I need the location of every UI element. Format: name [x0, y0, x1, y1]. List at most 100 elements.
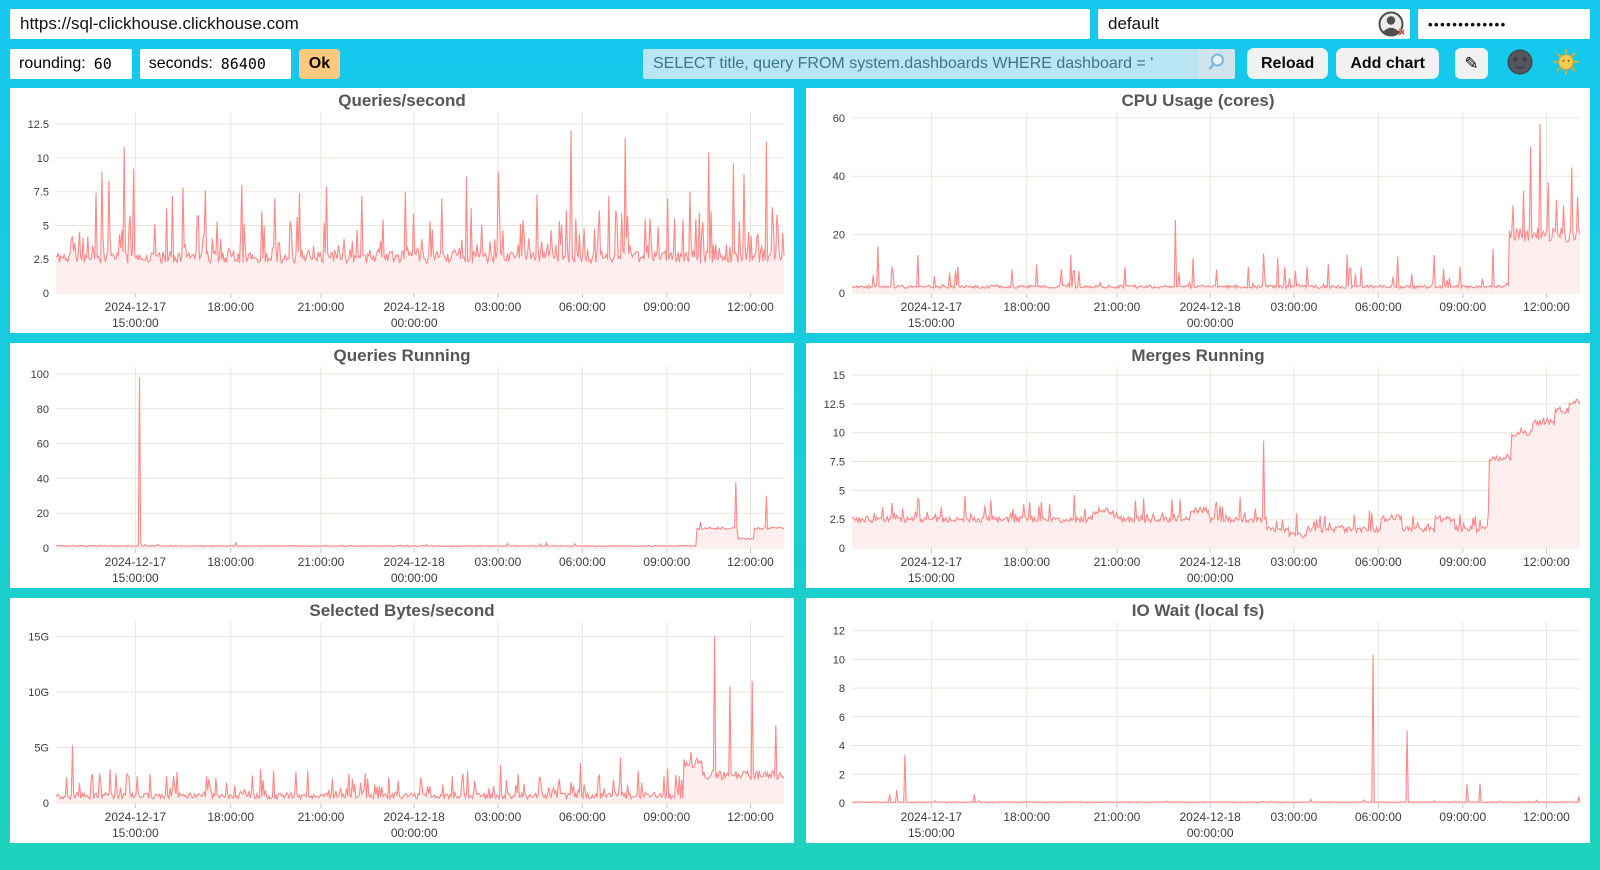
y-axis-label: 12.5 — [28, 119, 49, 131]
x-axis-label: 12:00:00 — [727, 300, 774, 314]
chart-card: Queries/second 0 2.5 5 7.5 10 12.5 2024-12-17 1… — [10, 88, 794, 333]
password-input[interactable] — [1418, 9, 1590, 39]
seconds-input[interactable] — [218, 52, 285, 75]
x-axis-label: 2024-12-17 — [105, 300, 167, 314]
x-axis-label: 00:00:00 — [1187, 316, 1234, 330]
x-axis-label: 03:00:00 — [1271, 300, 1318, 314]
x-axis-label: 09:00:00 — [1439, 810, 1486, 824]
series-area — [852, 123, 1580, 293]
x-axis-label: 2024-12-17 — [901, 555, 963, 569]
top-bar: ✕ rounding: seconds: Ok — [0, 0, 1600, 88]
y-axis-label: 10 — [833, 428, 845, 440]
y-axis-label: 20 — [37, 508, 49, 520]
chart-plot[interactable]: 0 20 40 60 2024-12-17 15:00:00 18:00:00 21:00:0… — [806, 88, 1590, 333]
moon-icon — [1507, 49, 1533, 78]
y-axis-label: 10 — [833, 654, 845, 666]
chart-canvas[interactable]: 0 20 40 60 2024-12-17 15:00:00 18:00:00 21:00:0… — [806, 88, 1590, 333]
chart-canvas[interactable]: 0 5G 10G 15G 2024-12-17 15:00:00 18:00:00 21:00… — [10, 598, 794, 843]
x-axis-label: 18:00:00 — [1003, 300, 1050, 314]
x-axis-label: 09:00:00 — [643, 810, 690, 824]
chart-card: IO Wait (local fs) 0 2 4 6 8 10 12 2024-12-17 15… — [806, 598, 1590, 843]
series-area — [56, 636, 784, 803]
chart-plot[interactable]: 0 5G 10G 15G 2024-12-17 15:00:00 18:00:00 21:00… — [10, 598, 794, 843]
reload-button[interactable]: Reload — [1246, 48, 1329, 79]
chart-canvas[interactable]: 0 2.5 5 7.5 10 12.5 15 2024-12-17 15:00:00 18:00:… — [806, 343, 1590, 588]
y-axis-label: 0 — [839, 543, 845, 555]
y-axis-label: 80 — [37, 404, 49, 416]
x-axis-label: 12:00:00 — [1523, 810, 1570, 824]
y-axis-label: 60 — [833, 113, 845, 125]
chart-canvas[interactable]: 0 2 4 6 8 10 12 2024-12-17 15:00:00 18:00:00 21:00… — [806, 598, 1590, 843]
chart-plot[interactable]: 0 20 40 60 80 100 2024-12-17 15:00:00 18:00:00 21… — [10, 343, 794, 588]
series-line — [851, 123, 1581, 291]
username-input[interactable] — [1098, 9, 1410, 39]
x-axis-label: 21:00:00 — [298, 555, 345, 569]
y-axis-label: 20 — [833, 230, 845, 242]
x-axis-label: 15:00:00 — [908, 826, 955, 840]
sun-icon — [1553, 49, 1579, 78]
series-line — [55, 636, 785, 801]
x-axis-label: 21:00:00 — [298, 810, 345, 824]
series-area — [56, 377, 784, 548]
x-axis-label: 2024-12-17 — [901, 810, 963, 824]
x-axis-label: 12:00:00 — [727, 810, 774, 824]
series-line — [55, 377, 785, 548]
y-axis-label: 5 — [839, 485, 845, 497]
y-axis-label: 60 — [37, 439, 49, 451]
chart-plot[interactable]: 0 2.5 5 7.5 10 12.5 2024-12-17 15:00:00 18:00:00… — [10, 88, 794, 333]
x-axis-label: 12:00:00 — [1523, 555, 1570, 569]
series-line — [55, 130, 785, 265]
series-area — [852, 399, 1580, 548]
ok-button[interactable]: Ok — [298, 48, 341, 79]
y-axis-label: 12.5 — [824, 399, 845, 411]
x-axis-label: 2024-12-18 — [1179, 810, 1241, 824]
seconds-label: seconds: — [148, 54, 213, 72]
chart-canvas[interactable]: 0 2.5 5 7.5 10 12.5 2024-12-17 15:00:00 18:00:00… — [10, 88, 794, 333]
user-field-wrap: ✕ — [1098, 9, 1410, 39]
light-theme-toggle[interactable] — [1552, 49, 1580, 78]
x-axis-label: 06:00:00 — [1355, 300, 1402, 314]
y-axis-label: 15 — [833, 370, 845, 382]
y-axis-label: 2.5 — [830, 514, 845, 526]
x-axis-label: 21:00:00 — [1094, 555, 1141, 569]
x-axis-label: 06:00:00 — [1355, 555, 1402, 569]
x-axis-label: 00:00:00 — [391, 571, 438, 585]
y-axis-label: 5G — [34, 742, 49, 754]
chart-plot[interactable]: 0 2.5 5 7.5 10 12.5 15 2024-12-17 15:00:00 18:00:… — [806, 343, 1590, 588]
y-axis-label: 6 — [839, 712, 845, 724]
x-axis-label: 2024-12-17 — [105, 555, 167, 569]
x-axis-label: 2024-12-18 — [383, 300, 445, 314]
rounding-input[interactable] — [91, 52, 126, 75]
y-axis-label: 0 — [43, 288, 49, 300]
server-url-input[interactable] — [10, 9, 1090, 39]
x-axis-label: 03:00:00 — [1271, 555, 1318, 569]
svg-text:✕: ✕ — [1398, 27, 1405, 37]
x-axis-label: 18:00:00 — [207, 810, 254, 824]
x-axis-label: 06:00:00 — [559, 810, 606, 824]
add-chart-button[interactable]: Add chart — [1336, 48, 1439, 79]
y-axis-label: 15G — [28, 631, 49, 643]
chart-card: CPU Usage (cores) 0 20 40 60 2024-12-17 15:00… — [806, 88, 1590, 333]
dashboard-query-input[interactable] — [642, 48, 1198, 79]
chart-card: Merges Running 0 2.5 5 7.5 10 12.5 15 2024-12-1… — [806, 343, 1590, 588]
edit-charts-button[interactable]: ✎ — [1455, 48, 1488, 79]
dark-theme-toggle[interactable] — [1506, 49, 1534, 78]
chart-card: Queries Running 0 20 40 60 80 100 2024-12-17 15… — [10, 343, 794, 588]
search-button[interactable] — [1197, 48, 1235, 79]
x-axis-label: 06:00:00 — [1355, 810, 1402, 824]
x-axis-label: 03:00:00 — [475, 300, 522, 314]
chart-plot[interactable]: 0 2 4 6 8 10 12 2024-12-17 15:00:00 18:00:00 21:00… — [806, 598, 1590, 843]
x-axis-label: 15:00:00 — [112, 826, 159, 840]
y-axis-label: 7.5 — [830, 457, 845, 469]
x-axis-label: 2024-12-18 — [1179, 300, 1241, 314]
chart-canvas[interactable]: 0 20 40 60 80 100 2024-12-17 15:00:00 18:00:00 21… — [10, 343, 794, 588]
controls-row: rounding: seconds: Ok Reload Add chart — [0, 43, 1600, 88]
x-axis-label: 2024-12-18 — [383, 810, 445, 824]
x-axis-label: 18:00:00 — [207, 555, 254, 569]
dashboard-query-wrap — [642, 48, 1235, 79]
connection-row: ✕ — [0, 0, 1600, 43]
x-axis-label: 15:00:00 — [908, 316, 955, 330]
x-axis-label: 15:00:00 — [908, 571, 955, 585]
x-axis-label: 03:00:00 — [475, 810, 522, 824]
y-axis-label: 0 — [43, 543, 49, 555]
